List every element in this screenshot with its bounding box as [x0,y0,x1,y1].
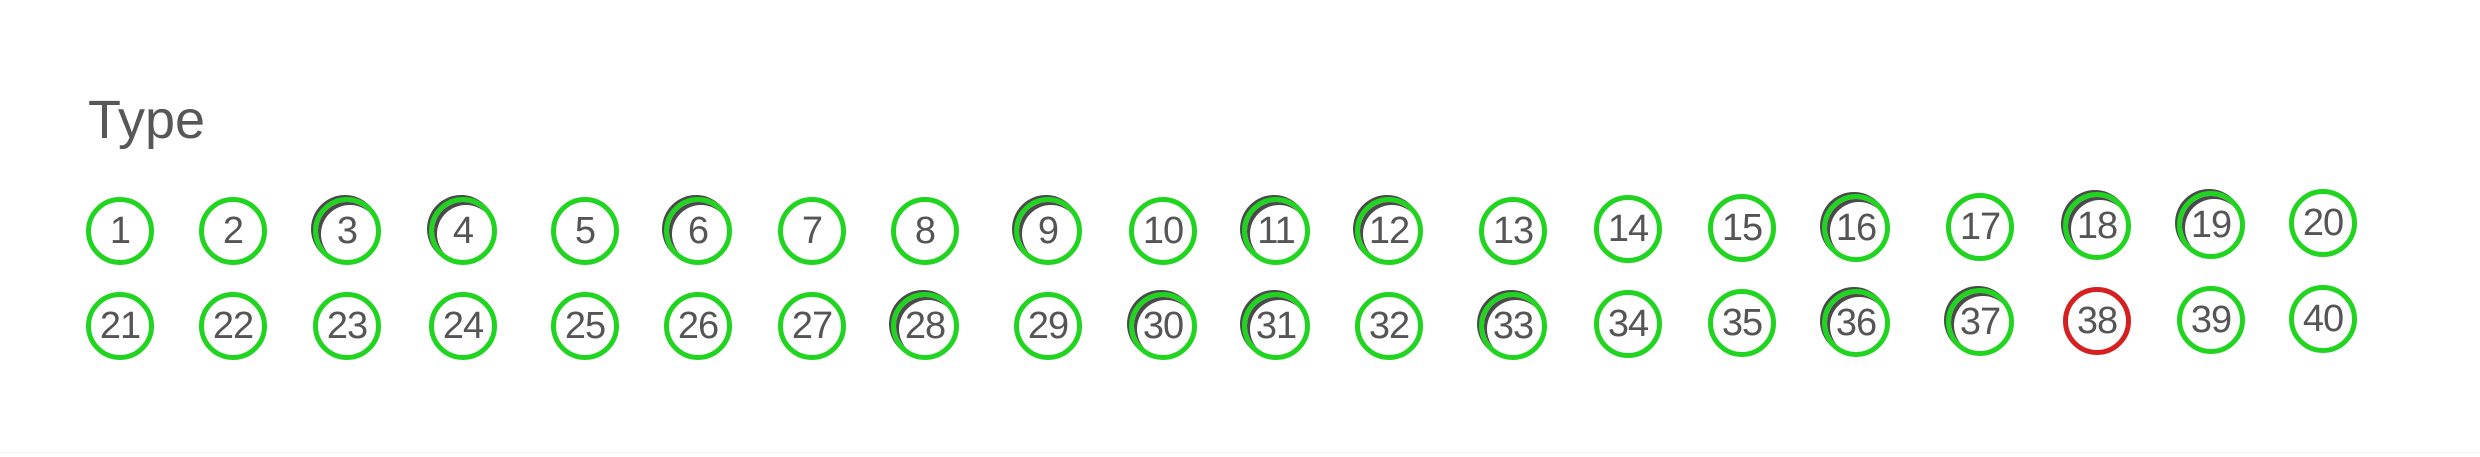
type-option-21[interactable]: 21 [86,292,154,360]
type-option-6[interactable]: 6 [664,197,732,265]
type-option-4[interactable]: 4 [429,197,497,265]
type-option-7[interactable]: 7 [778,197,846,265]
type-option-18[interactable]: 18 [2063,192,2131,260]
type-option-14[interactable]: 14 [1594,195,1662,263]
type-option-27[interactable]: 27 [778,292,846,360]
type-option-28[interactable]: 28 [891,292,959,360]
type-option-34[interactable]: 34 [1594,290,1662,358]
type-option-5[interactable]: 5 [551,197,619,265]
type-option-24[interactable]: 24 [429,292,497,360]
type-option-3[interactable]: 3 [313,197,381,265]
type-option-37[interactable]: 37 [1946,288,2014,356]
page-title: Type [88,90,206,150]
type-option-10[interactable]: 10 [1129,197,1197,265]
type-option-22[interactable]: 22 [199,292,267,360]
type-option-2[interactable]: 2 [199,197,267,265]
type-option-17[interactable]: 17 [1946,193,2014,261]
type-option-39[interactable]: 39 [2177,286,2245,354]
type-option-25[interactable]: 25 [551,292,619,360]
type-option-33[interactable]: 33 [1479,292,1547,360]
type-option-38[interactable]: 38 [2063,287,2131,355]
type-option-32[interactable]: 32 [1355,292,1423,360]
type-option-13[interactable]: 13 [1479,197,1547,265]
type-option-11[interactable]: 11 [1242,197,1310,265]
type-option-15[interactable]: 15 [1708,194,1776,262]
type-option-9[interactable]: 9 [1014,197,1082,265]
type-option-35[interactable]: 35 [1708,289,1776,357]
type-option-16[interactable]: 16 [1822,194,1890,262]
type-option-12[interactable]: 12 [1355,197,1423,265]
type-option-31[interactable]: 31 [1242,292,1310,360]
type-option-29[interactable]: 29 [1014,292,1082,360]
type-option-8[interactable]: 8 [891,197,959,265]
type-option-26[interactable]: 26 [664,292,732,360]
divider [0,452,2480,453]
type-option-20[interactable]: 20 [2289,189,2357,257]
type-option-30[interactable]: 30 [1129,292,1197,360]
type-option-36[interactable]: 36 [1822,289,1890,357]
type-option-23[interactable]: 23 [313,292,381,360]
type-option-19[interactable]: 19 [2177,191,2245,259]
type-option-40[interactable]: 40 [2289,285,2357,353]
type-option-1[interactable]: 1 [86,197,154,265]
